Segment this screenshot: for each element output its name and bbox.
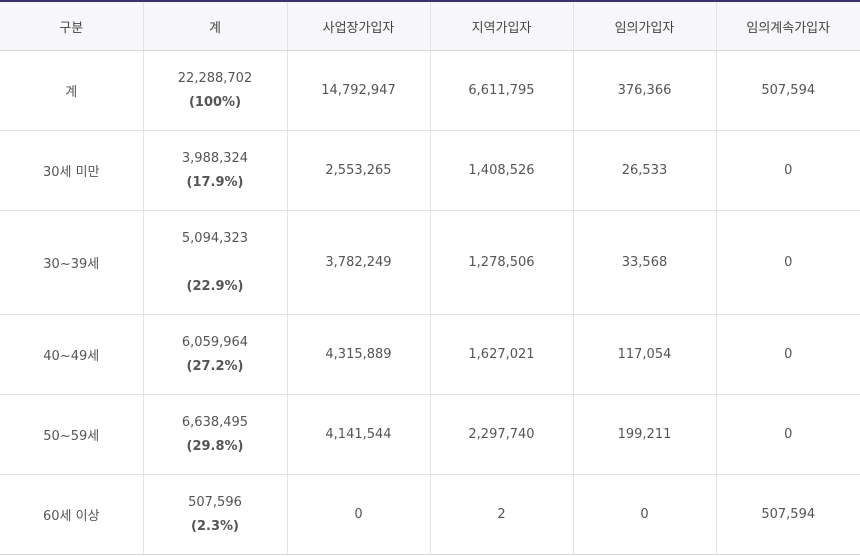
cell-spacer	[144, 251, 287, 275]
cell-regional: 1,278,506	[429, 210, 573, 315]
total-percent: (22.9%)	[186, 278, 244, 294]
cell-workplace: 2,553,265	[286, 130, 430, 211]
cell-voluntary: 0	[572, 474, 716, 555]
total-percent: (2.3%)	[191, 518, 239, 534]
total-percent: (27.2%)	[186, 358, 244, 374]
total-percent: (17.9%)	[186, 174, 244, 190]
table-row: 계 22,288,702 (100%) 14,792,947 6,611,795…	[0, 50, 860, 131]
cell-workplace: 4,315,889	[286, 314, 430, 395]
cell-category: 30세 미만	[0, 130, 143, 211]
cell-voluntary: 33,568	[572, 210, 716, 315]
cell-total: 3,988,324 (17.9%)	[142, 130, 287, 211]
total-percent: (29.8%)	[186, 438, 244, 454]
cell-voluntary-continued: 0	[715, 314, 860, 395]
table-row: 40~49세 6,059,964 (27.2%) 4,315,889 1,627…	[0, 314, 860, 395]
cell-voluntary: 26,533	[572, 130, 716, 211]
cell-workplace: 0	[286, 474, 430, 555]
cell-regional: 1,627,021	[429, 314, 573, 395]
total-value: 6,059,964	[181, 334, 249, 350]
cell-total: 22,288,702 (100%)	[142, 50, 287, 131]
cell-category: 40~49세	[0, 314, 143, 395]
cell-total: 6,638,495 (29.8%)	[142, 394, 287, 475]
cell-voluntary: 199,211	[572, 394, 716, 475]
table-row: 60세 이상 507,596 (2.3%) 0 2 0 507,594	[0, 474, 860, 555]
cell-total: 6,059,964 (27.2%)	[142, 314, 287, 395]
table-row: 30세 미만 3,988,324 (17.9%) 2,553,265 1,408…	[0, 130, 860, 211]
cell-regional: 2,297,740	[429, 394, 573, 475]
cell-category: 계	[0, 50, 143, 131]
cell-voluntary-continued: 0	[715, 210, 860, 315]
cell-voluntary-continued: 507,594	[715, 474, 860, 555]
cell-voluntary-continued: 0	[715, 130, 860, 211]
cell-voluntary: 376,366	[572, 50, 716, 131]
cell-voluntary: 117,054	[572, 314, 716, 395]
table-body: 계 22,288,702 (100%) 14,792,947 6,611,795…	[0, 50, 860, 555]
cell-workplace: 14,792,947	[286, 50, 430, 131]
header-total: 계	[142, 0, 287, 51]
header-category: 구분	[0, 0, 143, 51]
cell-regional: 6,611,795	[429, 50, 573, 131]
total-value: 22,288,702	[177, 70, 253, 86]
cell-voluntary-continued: 507,594	[715, 50, 860, 131]
cell-category: 60세 이상	[0, 474, 143, 555]
cell-workplace: 3,782,249	[286, 210, 430, 315]
header-workplace: 사업장가입자	[286, 0, 430, 51]
total-value: 6,638,495	[181, 414, 249, 430]
header-voluntary: 임의가입자	[572, 0, 716, 51]
cell-category: 30~39세	[0, 210, 143, 315]
total-value: 3,988,324	[181, 150, 249, 166]
header-regional: 지역가입자	[429, 0, 573, 51]
cell-workplace: 4,141,544	[286, 394, 430, 475]
cell-voluntary-continued: 0	[715, 394, 860, 475]
table-row: 30~39세 5,094,323 (22.9%) 3,782,249 1,278…	[0, 210, 860, 315]
table-header: 구분 계 사업장가입자 지역가입자 임의가입자 임의계속가입자	[0, 0, 860, 51]
total-value: 5,094,323	[181, 230, 249, 246]
cell-regional: 2	[429, 474, 573, 555]
cell-category: 50~59세	[0, 394, 143, 475]
cell-regional: 1,408,526	[429, 130, 573, 211]
header-row: 구분 계 사업장가입자 지역가입자 임의가입자 임의계속가입자	[0, 0, 860, 51]
table-row: 50~59세 6,638,495 (29.8%) 4,141,544 2,297…	[0, 394, 860, 475]
cell-total: 507,596 (2.3%)	[142, 474, 287, 555]
cell-total: 5,094,323 (22.9%)	[142, 210, 287, 315]
header-voluntary-continued: 임의계속가입자	[715, 0, 860, 51]
total-percent: (100%)	[188, 94, 242, 110]
total-value: 507,596	[188, 494, 242, 510]
